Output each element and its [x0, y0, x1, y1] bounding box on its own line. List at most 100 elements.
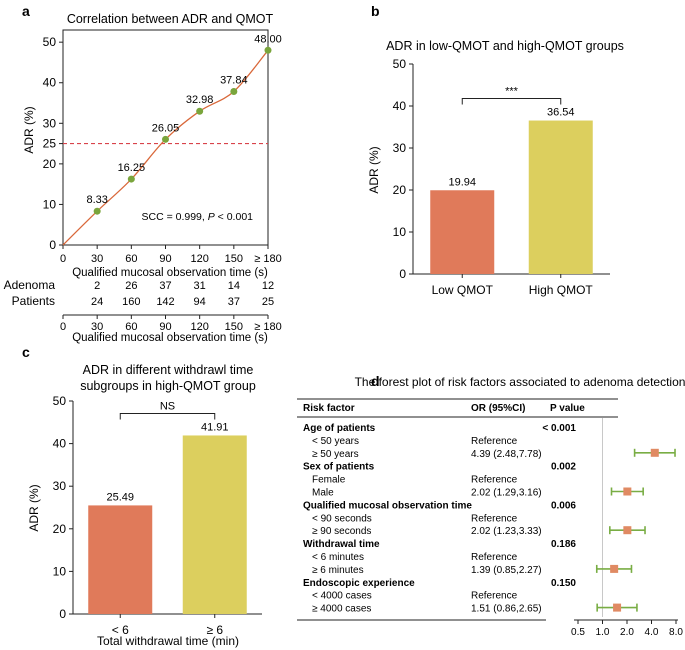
- item-label-d: < 6 minutes: [312, 552, 364, 563]
- y-tick-label-a: 40: [43, 76, 57, 90]
- table-cell-a: 14: [228, 280, 240, 292]
- estimate-marker-d: [610, 564, 619, 573]
- bar-c: [88, 505, 153, 614]
- data-point-a: [127, 175, 135, 183]
- table-cell-a: 160: [122, 296, 140, 308]
- item-label-d: ≥ 50 years: [312, 449, 359, 460]
- or-text-d: 4.39 (2.48,7.78): [471, 449, 542, 460]
- group-label-d: Endoscopic experience: [303, 578, 415, 589]
- table-cell-a: 2: [94, 280, 100, 292]
- y-tick-label-b: 20: [393, 183, 407, 197]
- x-tick-label-d: 4.0: [645, 627, 659, 638]
- y-tick-label-c: 0: [59, 607, 66, 621]
- x-tick-label-d: 2.0: [620, 627, 634, 638]
- group-label-d: Sex of patients: [303, 462, 375, 473]
- panel-letter-a: a: [22, 3, 30, 19]
- group-label-d: Qualified mucosal observation time: [303, 500, 472, 511]
- chart-a-plot: 0 10 20 25 30 40 50 0 30 60 90 120 150 ≥ 180 8.33 16.25…: [43, 29, 282, 265]
- or-text-d: 1.51 (0.86,2.65): [471, 604, 542, 615]
- panel-letter-b: b: [371, 3, 380, 19]
- bar-label-b: 36.54: [547, 107, 575, 119]
- x-tick-label-c: < 6: [112, 623, 129, 637]
- table-x-tick-label-a: 150: [225, 321, 243, 333]
- p-value-d: < 0.001: [542, 423, 576, 434]
- annotation-prefix: SCC = 0.999,: [141, 211, 207, 223]
- bar-c: [182, 435, 247, 614]
- table-cell-a: 12: [262, 280, 274, 292]
- bar-label-b: 19.94: [448, 176, 476, 188]
- or-text-d: Reference: [471, 591, 518, 602]
- table-row-label-a: Adenoma: [4, 278, 56, 292]
- p-value-d: 0.006: [551, 500, 576, 511]
- p-value-d: 0.186: [551, 539, 576, 550]
- annotation-suffix: < 0.001: [215, 211, 253, 223]
- estimate-marker-d: [650, 448, 659, 457]
- table-cell-a: 142: [156, 296, 174, 308]
- table-cell-a: 37: [159, 280, 171, 292]
- x-tick-label-b: High QMOT: [529, 283, 594, 297]
- or-text-d: Reference: [471, 475, 518, 486]
- y-tick-label-b: 0: [399, 267, 406, 281]
- y-tick-label-a: 25: [43, 137, 57, 151]
- x-tick-label-a: 90: [159, 253, 171, 265]
- data-label-a: 26.05: [152, 122, 180, 134]
- chart-c-ylabel: ADR (%): [27, 484, 41, 531]
- table-cell-a: 24: [91, 296, 103, 308]
- x-tick-label-d: 0.5: [571, 627, 585, 638]
- chart-a-table-xlabel: Qualified mucosal observation time (s): [72, 332, 268, 344]
- item-label-d: < 4000 cases: [312, 591, 372, 602]
- x-tick-label-d: 1.0: [596, 627, 610, 638]
- data-point-a: [196, 107, 204, 115]
- data-label-a: 32.98: [186, 94, 214, 106]
- or-text-d: Reference: [471, 513, 518, 524]
- y-tick-label-a: 10: [43, 197, 57, 211]
- significance-bracket-c: [119, 412, 216, 420]
- group-label-d: Age of patients: [303, 423, 376, 434]
- panel-a-line-chart: Correlation between ADR and QMOT 0102025…: [4, 12, 282, 344]
- item-label-d: Male: [312, 488, 334, 499]
- item-label-d: Female: [312, 475, 346, 486]
- y-tick-label-b: 40: [393, 99, 407, 113]
- y-tick-label-a: 0: [49, 238, 56, 252]
- chart-d-title: The forest plot of risk factors associat…: [355, 375, 685, 389]
- chart-c-plot: 0 10 20 30 40 50 25.49 < 6 41.91 ≥ 6 NS: [53, 394, 262, 637]
- table-x-tick-label-a: 60: [125, 321, 137, 333]
- y-tick-label-a: 20: [43, 157, 57, 171]
- data-point-a: [264, 46, 272, 54]
- data-point-a: [230, 87, 238, 95]
- x-tick-label-a: 60: [125, 253, 137, 265]
- group-label-d: Withdrawal time: [303, 539, 380, 550]
- chart-c-title-line2: subgroups in high-QMOT group: [80, 379, 256, 393]
- y-tick-label-a: 30: [43, 116, 57, 130]
- panel-c-bar-chart: ADR in different withdrawl time subgroup…: [27, 363, 262, 648]
- chart-a-title: Correlation between ADR and QMOT: [67, 12, 274, 26]
- item-label-d: ≥ 90 seconds: [312, 526, 371, 537]
- x-tick-label-a: 30: [91, 253, 103, 265]
- bar-label-c: 25.49: [106, 491, 134, 503]
- chart-c-xlabel: Total withdrawal time (min): [97, 634, 239, 648]
- panel-letter-d: d: [371, 373, 380, 389]
- table-cell-a: 31: [194, 280, 206, 292]
- table-x-tick-label-a: ≥ 180: [254, 321, 281, 333]
- x-tick-label-a: ≥ 180: [254, 253, 281, 265]
- y-tick-label-c: 20: [53, 522, 67, 536]
- y-tick-label-c: 50: [53, 394, 67, 408]
- chart-a-ylabel: ADR (%): [22, 106, 36, 153]
- table-cell-a: 25: [262, 296, 274, 308]
- p-value-d: 0.002: [551, 462, 576, 473]
- item-label-d: < 90 seconds: [312, 513, 372, 524]
- y-tick-label-b: 10: [393, 225, 407, 239]
- item-label-d: ≥ 6 minutes: [312, 565, 364, 576]
- x-tick-label-d: 8.0: [669, 627, 683, 638]
- or-text-d: Reference: [471, 436, 518, 447]
- or-text-d: 2.02 (1.23,3.33): [471, 526, 542, 537]
- chart-b-plot: 0 10 20 30 40 50 19.94 Low QMOT 36.54 High QMOT **…: [393, 57, 610, 297]
- header-p: P value: [550, 403, 585, 414]
- significance-bracket-b: [461, 98, 562, 105]
- chart-d-plot: Risk factor OR (95%CI) P value Age of patie…: [297, 398, 683, 638]
- estimate-marker-d: [613, 603, 622, 612]
- data-point-a: [93, 207, 101, 215]
- table-x-tick-label-a: 0: [60, 321, 66, 333]
- table-cell-a: 94: [194, 296, 206, 308]
